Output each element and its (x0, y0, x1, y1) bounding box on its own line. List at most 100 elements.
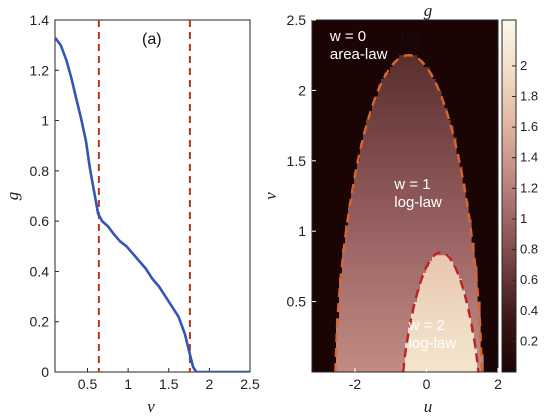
heatmap-cell (447, 284, 451, 291)
heatmap-cell (378, 348, 382, 355)
heatmap-cell (381, 108, 385, 115)
heatmap-cell (351, 354, 355, 361)
panel-a-series-line (55, 36, 250, 372)
heatmap-cell (348, 295, 352, 303)
heatmap-cell (408, 295, 412, 303)
heatmap-cell (408, 66, 412, 74)
a-xtick-label: 2.5 (240, 376, 260, 392)
heatmap-cell (447, 131, 451, 138)
heatmap-cell (387, 242, 391, 250)
heatmap-cell (423, 219, 427, 226)
heatmap-cell (336, 360, 340, 367)
heatmap-cell (417, 149, 421, 156)
heatmap-cell (411, 154, 415, 162)
region-label-law: area-law (330, 46, 388, 63)
heatmap-cell (462, 348, 466, 355)
heatmap-cell (447, 143, 451, 150)
heatmap-cell (432, 207, 436, 215)
heatmap-cell (468, 242, 472, 250)
heatmap-cell (393, 66, 397, 74)
heatmap-cell (453, 178, 457, 185)
heatmap-cell (393, 260, 397, 267)
heatmap-cell (339, 348, 343, 355)
a-ytick-label: 1.2 (30, 62, 50, 78)
heatmap-cell (444, 178, 448, 185)
heatmap-cell (405, 55, 409, 62)
heatmap-cell (414, 61, 418, 68)
heatmap-cell (474, 295, 478, 303)
heatmap-cell (468, 295, 472, 303)
heatmap-cell (402, 231, 406, 238)
heatmap-cell (405, 90, 409, 97)
heatmap-cell (402, 289, 406, 297)
heatmap-cell (354, 237, 358, 244)
heatmap-cell (414, 330, 418, 338)
heatmap-cell (342, 336, 346, 344)
heatmap-cell (363, 342, 367, 350)
heatmap-cell (372, 190, 376, 197)
heatmap-cell (405, 184, 409, 191)
heatmap-cell (462, 231, 466, 238)
heatmap-cell (453, 254, 457, 262)
heatmap-cell (474, 284, 478, 291)
heatmap-cell (372, 237, 376, 244)
heatmap-cell (450, 190, 454, 197)
heatmap-cell (429, 354, 433, 361)
heatmap-cell (375, 313, 379, 320)
heatmap-cell (456, 272, 460, 279)
heatmap-cell (351, 272, 355, 279)
heatmap-cell (348, 219, 352, 226)
heatmap-cell (453, 231, 457, 238)
heatmap-cell (444, 354, 448, 361)
heatmap-cell (402, 342, 406, 350)
heatmap-cell (396, 237, 400, 244)
heatmap-cell (375, 248, 379, 256)
heatmap-cell (414, 237, 418, 244)
heatmap-cell (387, 213, 391, 221)
heatmap-cell (444, 119, 448, 127)
heatmap-cell (381, 178, 385, 185)
heatmap-cell (414, 213, 418, 221)
heatmap-cell (444, 242, 448, 250)
heatmap-cell (372, 184, 376, 191)
heatmap-cell (336, 354, 340, 361)
heatmap-cell (381, 172, 385, 179)
heatmap-cell (414, 102, 418, 109)
heatmap-cell (405, 119, 409, 127)
heatmap-cell (390, 330, 394, 338)
heatmap-cell (360, 289, 364, 297)
heatmap-cell (384, 325, 388, 332)
heatmap-cell (378, 366, 382, 372)
heatmap-cell (423, 119, 427, 127)
heatmap-cell (384, 102, 388, 109)
heatmap-cell (381, 260, 385, 267)
heatmap-cell (369, 360, 373, 367)
heatmap-cell (429, 160, 433, 168)
heatmap-cell (435, 295, 439, 303)
heatmap-cell (429, 184, 433, 191)
heatmap-cell (456, 254, 460, 262)
heatmap-cell (390, 137, 394, 144)
heatmap-cell (375, 125, 379, 133)
heatmap-cell (366, 166, 370, 174)
heatmap-cell (414, 78, 418, 86)
heatmap-cell (414, 125, 418, 133)
heatmap-cell (390, 254, 394, 262)
colorbar (501, 19, 517, 373)
heatmap-cell (417, 225, 421, 232)
heatmap-cell (450, 248, 454, 256)
heatmap-cell (381, 254, 385, 262)
heatmap-cell (360, 284, 364, 291)
heatmap-cell (375, 342, 379, 350)
heatmap-cell (405, 278, 409, 285)
heatmap-cell (441, 207, 445, 215)
heatmap-cell (369, 272, 373, 279)
heatmap-cell (447, 213, 451, 221)
heatmap-cell (360, 260, 364, 267)
heatmap-cell (423, 84, 427, 91)
heatmap-cell (435, 108, 439, 115)
heatmap-cell (372, 119, 376, 127)
heatmap-cell (471, 254, 475, 262)
heatmap-cell (354, 295, 358, 303)
heatmap-cell (369, 196, 373, 203)
